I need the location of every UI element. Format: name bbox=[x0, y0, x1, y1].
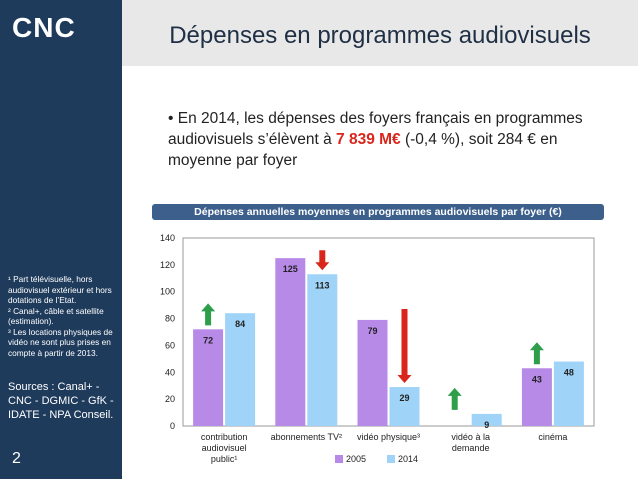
cnc-logo: CNC bbox=[12, 12, 76, 43]
page-number: 2 bbox=[12, 450, 21, 467]
data-label: 84 bbox=[235, 319, 245, 329]
trend-up-arrow bbox=[201, 303, 216, 326]
sidebar bbox=[0, 66, 122, 479]
x-tick-label: vidéo physique³ bbox=[357, 432, 420, 442]
bar-2005 bbox=[521, 368, 552, 426]
data-label: 72 bbox=[203, 335, 213, 345]
trend-up-arrow bbox=[529, 342, 544, 365]
sources: Sources : Canal+ - CNC - DGMIC - GfK - I… bbox=[8, 381, 114, 421]
x-tick-label: abonnements TV² bbox=[271, 432, 342, 442]
bar-chart: 0 20 40 60 80 100 120 140 72 84 contributionaudiov… bbox=[160, 233, 595, 464]
footnote-2: ² Canal+, câble et satellite (estimation… bbox=[8, 305, 104, 327]
y-tick-label: 140 bbox=[160, 233, 175, 243]
bar-2014 bbox=[553, 361, 584, 426]
footnotes: ¹ Part télévisuelle, hors audiovisuel ex… bbox=[8, 274, 118, 358]
page-title: Dépenses en programmes audiovisuels bbox=[169, 22, 591, 49]
bullet-suffix: (-0,4 %), soit 284 € en moyenne par foye… bbox=[168, 131, 558, 169]
legend-label: 2005 bbox=[346, 454, 366, 464]
x-tick-label: audiovisuel bbox=[202, 443, 247, 453]
y-tick-label: 40 bbox=[165, 367, 175, 377]
trend-up-arrow bbox=[447, 387, 462, 410]
bar-2014 bbox=[225, 313, 256, 426]
bar-2005 bbox=[357, 319, 388, 426]
legend-swatch-2005 bbox=[335, 455, 343, 463]
y-tick-label: 20 bbox=[165, 394, 175, 404]
bullet-prefix: • En 2014, les dépenses des foyers franç… bbox=[168, 110, 583, 148]
footnote-3: ³ Les locations physiques de vidéo ne so… bbox=[8, 326, 113, 358]
data-label: 9 bbox=[484, 420, 489, 430]
x-tick-label: cinéma bbox=[538, 432, 567, 442]
footnote-1: ¹ Part télévisuelle, hors audiovisuel ex… bbox=[8, 274, 112, 305]
summary-bullet: • En 2014, les dépenses des foyers franç… bbox=[168, 108, 608, 171]
x-tick-label: public¹ bbox=[211, 454, 238, 464]
y-tick-label: 100 bbox=[160, 287, 175, 297]
bullet-highlight: 7 839 M€ bbox=[336, 131, 401, 148]
data-label: 29 bbox=[399, 393, 409, 403]
y-tick-label: 120 bbox=[160, 260, 175, 270]
y-tick-label: 80 bbox=[165, 314, 175, 324]
data-label: 79 bbox=[367, 326, 377, 336]
x-tick-label: vidéo à la bbox=[451, 432, 490, 442]
legend-label: 2014 bbox=[398, 454, 418, 464]
bar-2005 bbox=[193, 329, 224, 426]
x-tick-label: demande bbox=[452, 443, 490, 453]
bar-2014 bbox=[389, 387, 420, 426]
bar-2005 bbox=[275, 258, 306, 426]
legend-swatch-2014 bbox=[387, 455, 395, 463]
data-label: 43 bbox=[532, 374, 542, 384]
logo-box: CNC bbox=[0, 0, 122, 66]
x-tick-label: contribution bbox=[201, 432, 248, 442]
data-label: 48 bbox=[564, 368, 574, 378]
chart-title: Dépenses annuelles moyennes en programme… bbox=[152, 204, 604, 220]
plot-area bbox=[182, 237, 595, 427]
data-label: 125 bbox=[283, 264, 298, 274]
trend-down-arrow bbox=[315, 250, 330, 271]
y-tick-label: 60 bbox=[165, 340, 175, 350]
bar-2014 bbox=[307, 274, 338, 426]
data-label: 113 bbox=[315, 280, 330, 290]
y-tick-label: 0 bbox=[170, 421, 175, 431]
trend-down-arrow bbox=[397, 309, 412, 384]
bar-2014 bbox=[471, 413, 502, 426]
